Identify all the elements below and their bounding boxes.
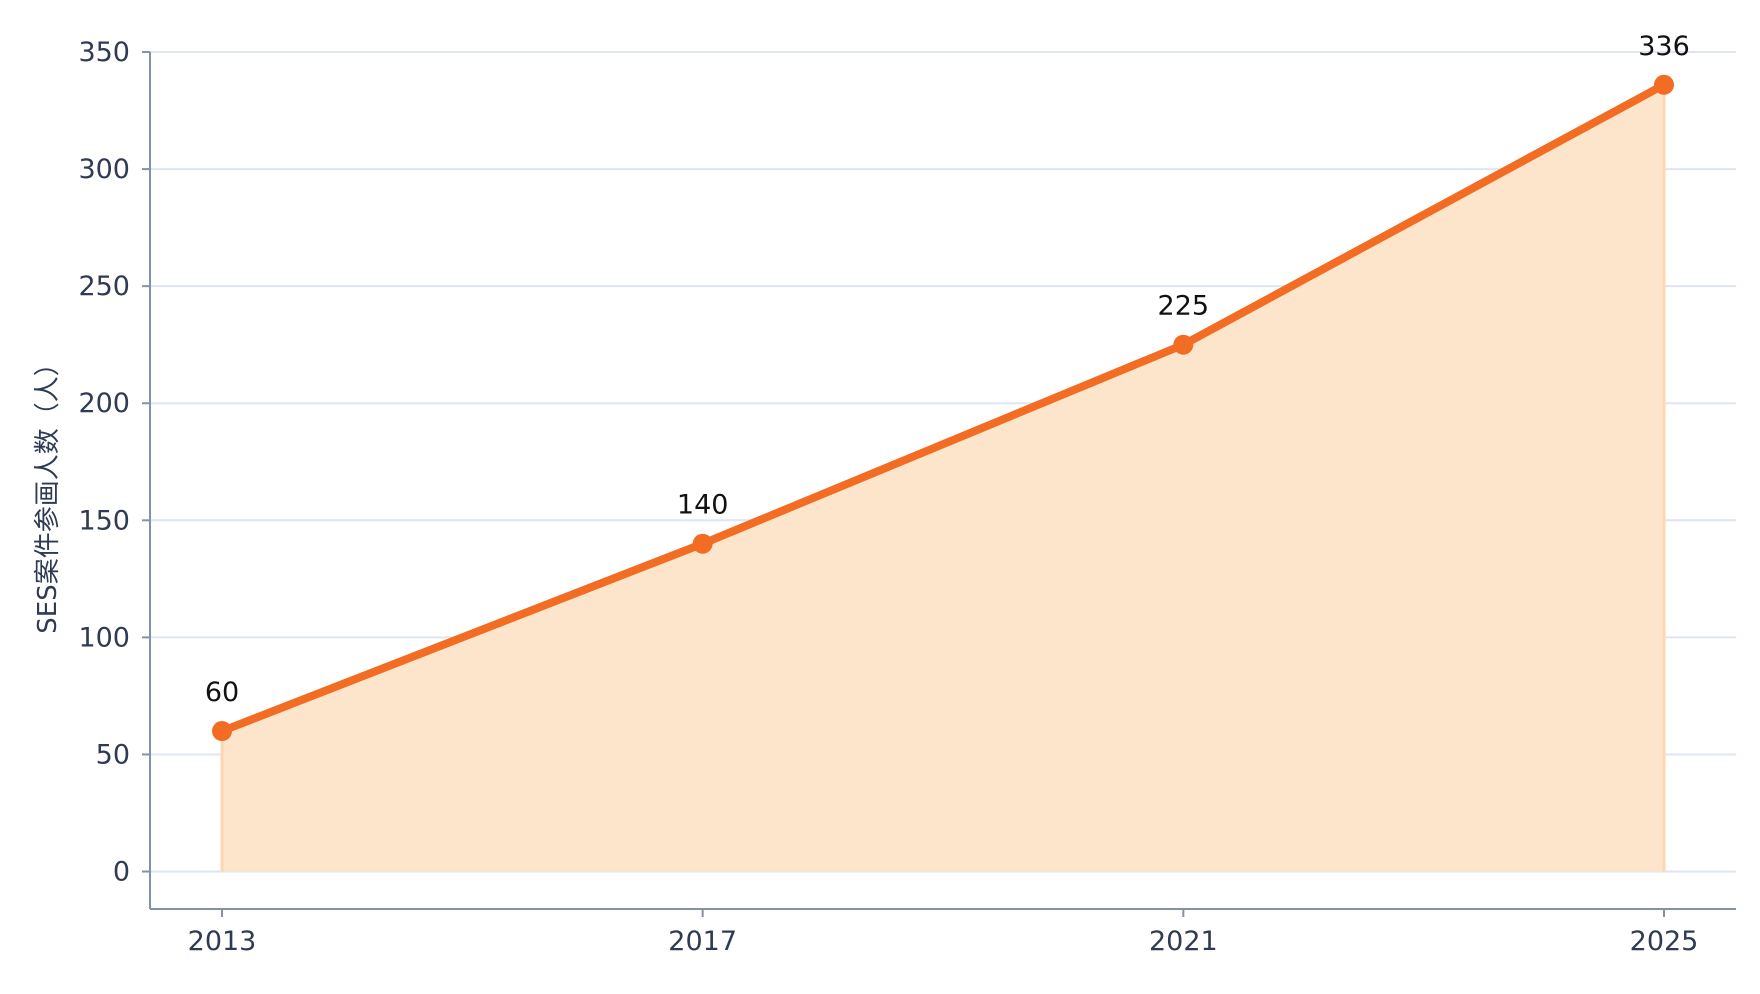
- data-point: [692, 533, 713, 554]
- y-tick-label: 300: [78, 154, 130, 185]
- y-axis-title: SES案件参画人数（人）: [33, 350, 63, 633]
- data-point: [1654, 74, 1674, 95]
- data-labels: 60 140 225 336: [205, 31, 1690, 708]
- data-label: 225: [1158, 291, 1210, 322]
- y-tick-label: 250: [78, 271, 130, 302]
- y-tick-label: 150: [78, 505, 130, 536]
- data-label: 60: [205, 677, 239, 708]
- y-tick-label: 100: [78, 622, 130, 653]
- data-points: [212, 74, 1674, 742]
- data-point: [212, 721, 232, 742]
- data-label: 336: [1638, 31, 1690, 62]
- series-line: [218, 80, 1668, 736]
- y-tick-label: 350: [78, 37, 130, 68]
- data-point: [1173, 334, 1194, 355]
- x-tick-label: 2013: [188, 926, 257, 957]
- axes: [142, 51, 1736, 917]
- x-tick-label: 2025: [1630, 926, 1699, 957]
- y-tick-label: 0: [113, 857, 130, 888]
- x-tick-label: 2021: [1149, 926, 1218, 957]
- data-label: 140: [677, 490, 729, 521]
- series-line-layer: [218, 80, 1668, 736]
- y-tick-label: 50: [96, 739, 130, 770]
- x-tick-label: 2017: [668, 926, 737, 957]
- tick-labels: 0 50 100 150 200 250 300 350 2013 2017 2021 2025: [78, 37, 1698, 957]
- y-tick-label: 200: [78, 388, 130, 419]
